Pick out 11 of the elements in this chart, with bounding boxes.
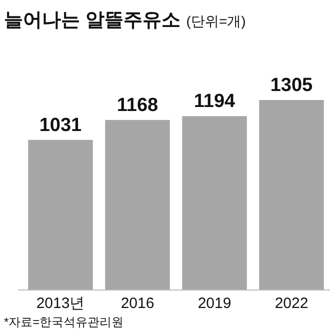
x-tick-label: 2013년 — [36, 295, 85, 312]
x-tick-label: 2022 — [274, 295, 308, 312]
data-label: 1168 — [116, 94, 158, 116]
data-label: 1305 — [270, 75, 313, 96]
x-tick-label: 2016 — [120, 295, 154, 312]
annotation: *자료=한국석유관리원 — [4, 315, 124, 329]
data-label: 1194 — [194, 91, 236, 112]
data-label: 1031 — [39, 114, 82, 136]
subtitle: (단위=개) — [186, 13, 246, 29]
title: 늘어나는 알뜰주유소 — [4, 10, 180, 31]
x-tick-label: 2019 — [198, 295, 232, 312]
